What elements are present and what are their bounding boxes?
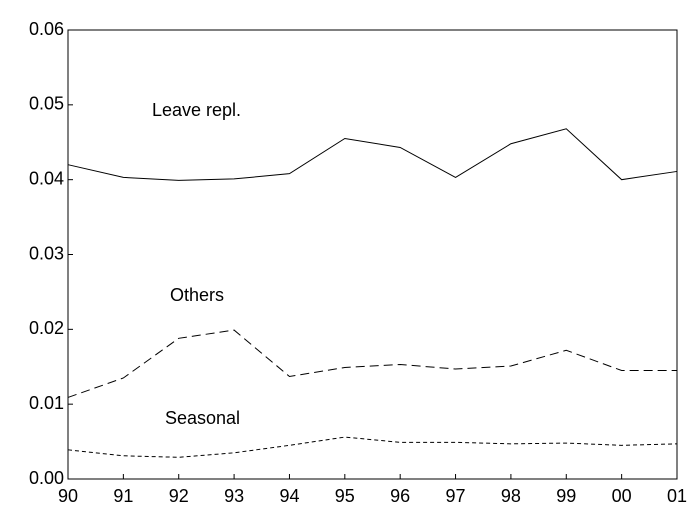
series-line — [67, 329, 677, 398]
y-tick-label: 0.00 — [29, 468, 64, 488]
x-tick-label: 99 — [556, 486, 576, 506]
x-tick-label: 95 — [335, 486, 355, 506]
series-line — [67, 128, 678, 181]
x-tick-label: 93 — [224, 486, 244, 506]
y-tick-label: 0.01 — [29, 393, 64, 413]
y-tick-label: 0.03 — [29, 243, 64, 263]
x-tick-label: 90 — [58, 486, 78, 506]
series-label: Others — [170, 285, 224, 305]
y-tick-label: 0.05 — [29, 94, 64, 114]
x-tick-label: 01 — [667, 486, 687, 506]
plot-frame — [67, 29, 678, 480]
y-tick-label: 0.02 — [29, 318, 64, 338]
y-tick-label: 0.04 — [29, 168, 64, 188]
series-label: Leave repl. — [152, 100, 241, 120]
x-tick-label: 94 — [279, 486, 299, 506]
x-tick-label: 98 — [501, 486, 521, 506]
series-label: Seasonal — [165, 408, 240, 428]
y-tick-label: 0.06 — [29, 19, 64, 39]
x-tick-label: 91 — [113, 486, 133, 506]
x-tick-label: 97 — [446, 486, 466, 506]
x-tick-label: 92 — [169, 486, 189, 506]
x-tick-label: 96 — [390, 486, 410, 506]
x-tick-label: 00 — [612, 486, 632, 506]
series-line — [67, 436, 678, 458]
